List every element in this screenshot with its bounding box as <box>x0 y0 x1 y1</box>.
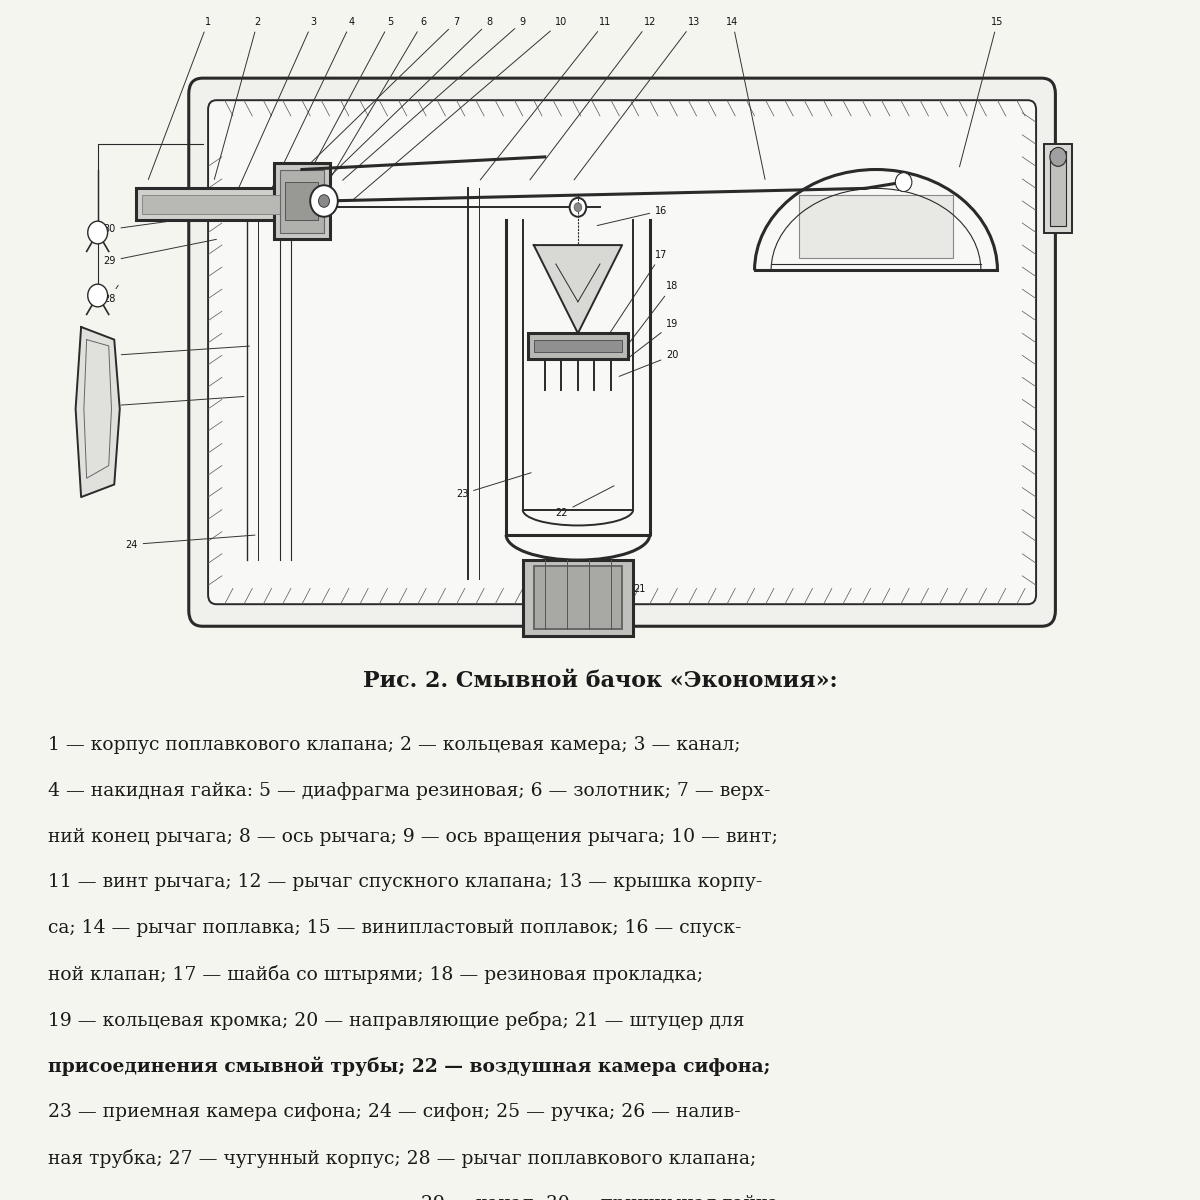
Text: 19 — кольцевая кромка; 20 — направляющие ребра; 21 — штуцер для: 19 — кольцевая кромка; 20 — направляющие… <box>48 1012 744 1030</box>
Circle shape <box>1050 148 1067 167</box>
Circle shape <box>88 221 108 244</box>
Bar <box>523 560 634 636</box>
Text: 25: 25 <box>98 412 115 474</box>
Text: присоединения смывной трубы; 22 — воздушная камера сифона;: присоединения смывной трубы; 22 — воздуш… <box>48 1057 770 1076</box>
Text: 20: 20 <box>619 350 679 377</box>
Text: 28: 28 <box>103 286 119 304</box>
Bar <box>137 188 302 220</box>
Text: 16: 16 <box>598 205 667 226</box>
Circle shape <box>570 198 587 217</box>
Text: 7: 7 <box>293 17 460 180</box>
Bar <box>534 566 622 629</box>
Text: 29: 29 <box>103 239 216 266</box>
Text: 8: 8 <box>326 17 493 180</box>
Polygon shape <box>534 245 622 334</box>
Bar <box>1050 151 1067 226</box>
Bar <box>286 182 318 220</box>
Bar <box>275 163 330 239</box>
Text: ний конец рычага; 8 — ось рычага; 9 — ось вращения рычага; 10 — винт;: ний конец рычага; 8 — ось рычага; 9 — ос… <box>48 828 778 846</box>
Circle shape <box>318 194 330 208</box>
Circle shape <box>574 203 582 211</box>
Text: 10: 10 <box>354 17 568 199</box>
Text: 14: 14 <box>726 17 766 179</box>
Text: 2: 2 <box>215 17 260 180</box>
Text: 1: 1 <box>149 17 211 180</box>
Text: 23 — приемная камера сифона; 24 — сифон; 25 — ручка; 26 — налив-: 23 — приемная камера сифона; 24 — сифон;… <box>48 1103 740 1121</box>
Bar <box>799 194 953 258</box>
Text: 4 — накидная гайка: 5 — диафрагма резиновая; 6 — золотник; 7 — верх-: 4 — накидная гайка: 5 — диафрагма резино… <box>48 781 770 799</box>
Text: Рис. 2. Смывной бачок «Экономия»:: Рис. 2. Смывной бачок «Экономия»: <box>362 671 838 692</box>
Circle shape <box>895 173 912 192</box>
Text: са; 14 — рычаг поплавка; 15 — винипластовый поплавок; 16 — спуск-: са; 14 — рычаг поплавка; 15 — винипласто… <box>48 919 742 937</box>
Text: 9: 9 <box>343 17 526 180</box>
Text: 11: 11 <box>480 17 612 180</box>
Text: 12: 12 <box>530 17 656 180</box>
Bar <box>280 169 324 233</box>
Text: 27: 27 <box>103 346 250 360</box>
Text: 30: 30 <box>103 214 222 234</box>
Text: 19: 19 <box>630 319 678 356</box>
Text: ная трубка; 27 — чугунный корпус; 28 — рычаг поплавкового клапана;: ная трубка; 27 — чугунный корпус; 28 — р… <box>48 1148 756 1168</box>
Text: 26: 26 <box>103 396 244 410</box>
Text: 6: 6 <box>314 17 426 205</box>
Text: 17: 17 <box>607 250 667 337</box>
Circle shape <box>310 185 338 217</box>
Text: 5: 5 <box>292 17 394 205</box>
Circle shape <box>88 284 108 307</box>
Text: 13: 13 <box>574 17 700 180</box>
Text: 4: 4 <box>270 17 355 192</box>
Text: 3: 3 <box>236 17 316 192</box>
Text: 11 — винт рычага; 12 — рычаг спускного клапана; 13 — крышка корпу-: 11 — винт рычага; 12 — рычаг спускного к… <box>48 874 762 892</box>
Text: 21: 21 <box>634 578 646 594</box>
Text: 22: 22 <box>556 486 614 518</box>
Text: 18: 18 <box>624 281 678 350</box>
Bar <box>142 194 296 214</box>
Bar <box>1044 144 1072 233</box>
FancyBboxPatch shape <box>188 78 1056 626</box>
FancyBboxPatch shape <box>208 101 1036 605</box>
Bar <box>534 340 622 353</box>
Text: 29 — канал; 30 — прижимная гайка: 29 — канал; 30 — прижимная гайка <box>421 1194 779 1200</box>
Text: 23: 23 <box>456 473 532 499</box>
Text: ной клапан; 17 — шайба со штырями; 18 — резиновая прокладка;: ной клапан; 17 — шайба со штырями; 18 — … <box>48 965 703 984</box>
Text: 1 — корпус поплавкового клапана; 2 — кольцевая камера; 3 — канал;: 1 — корпус поплавкового клапана; 2 — кол… <box>48 736 740 754</box>
Text: 15: 15 <box>960 17 1003 167</box>
Polygon shape <box>76 326 120 497</box>
Bar <box>528 334 628 359</box>
Text: 24: 24 <box>125 535 254 550</box>
